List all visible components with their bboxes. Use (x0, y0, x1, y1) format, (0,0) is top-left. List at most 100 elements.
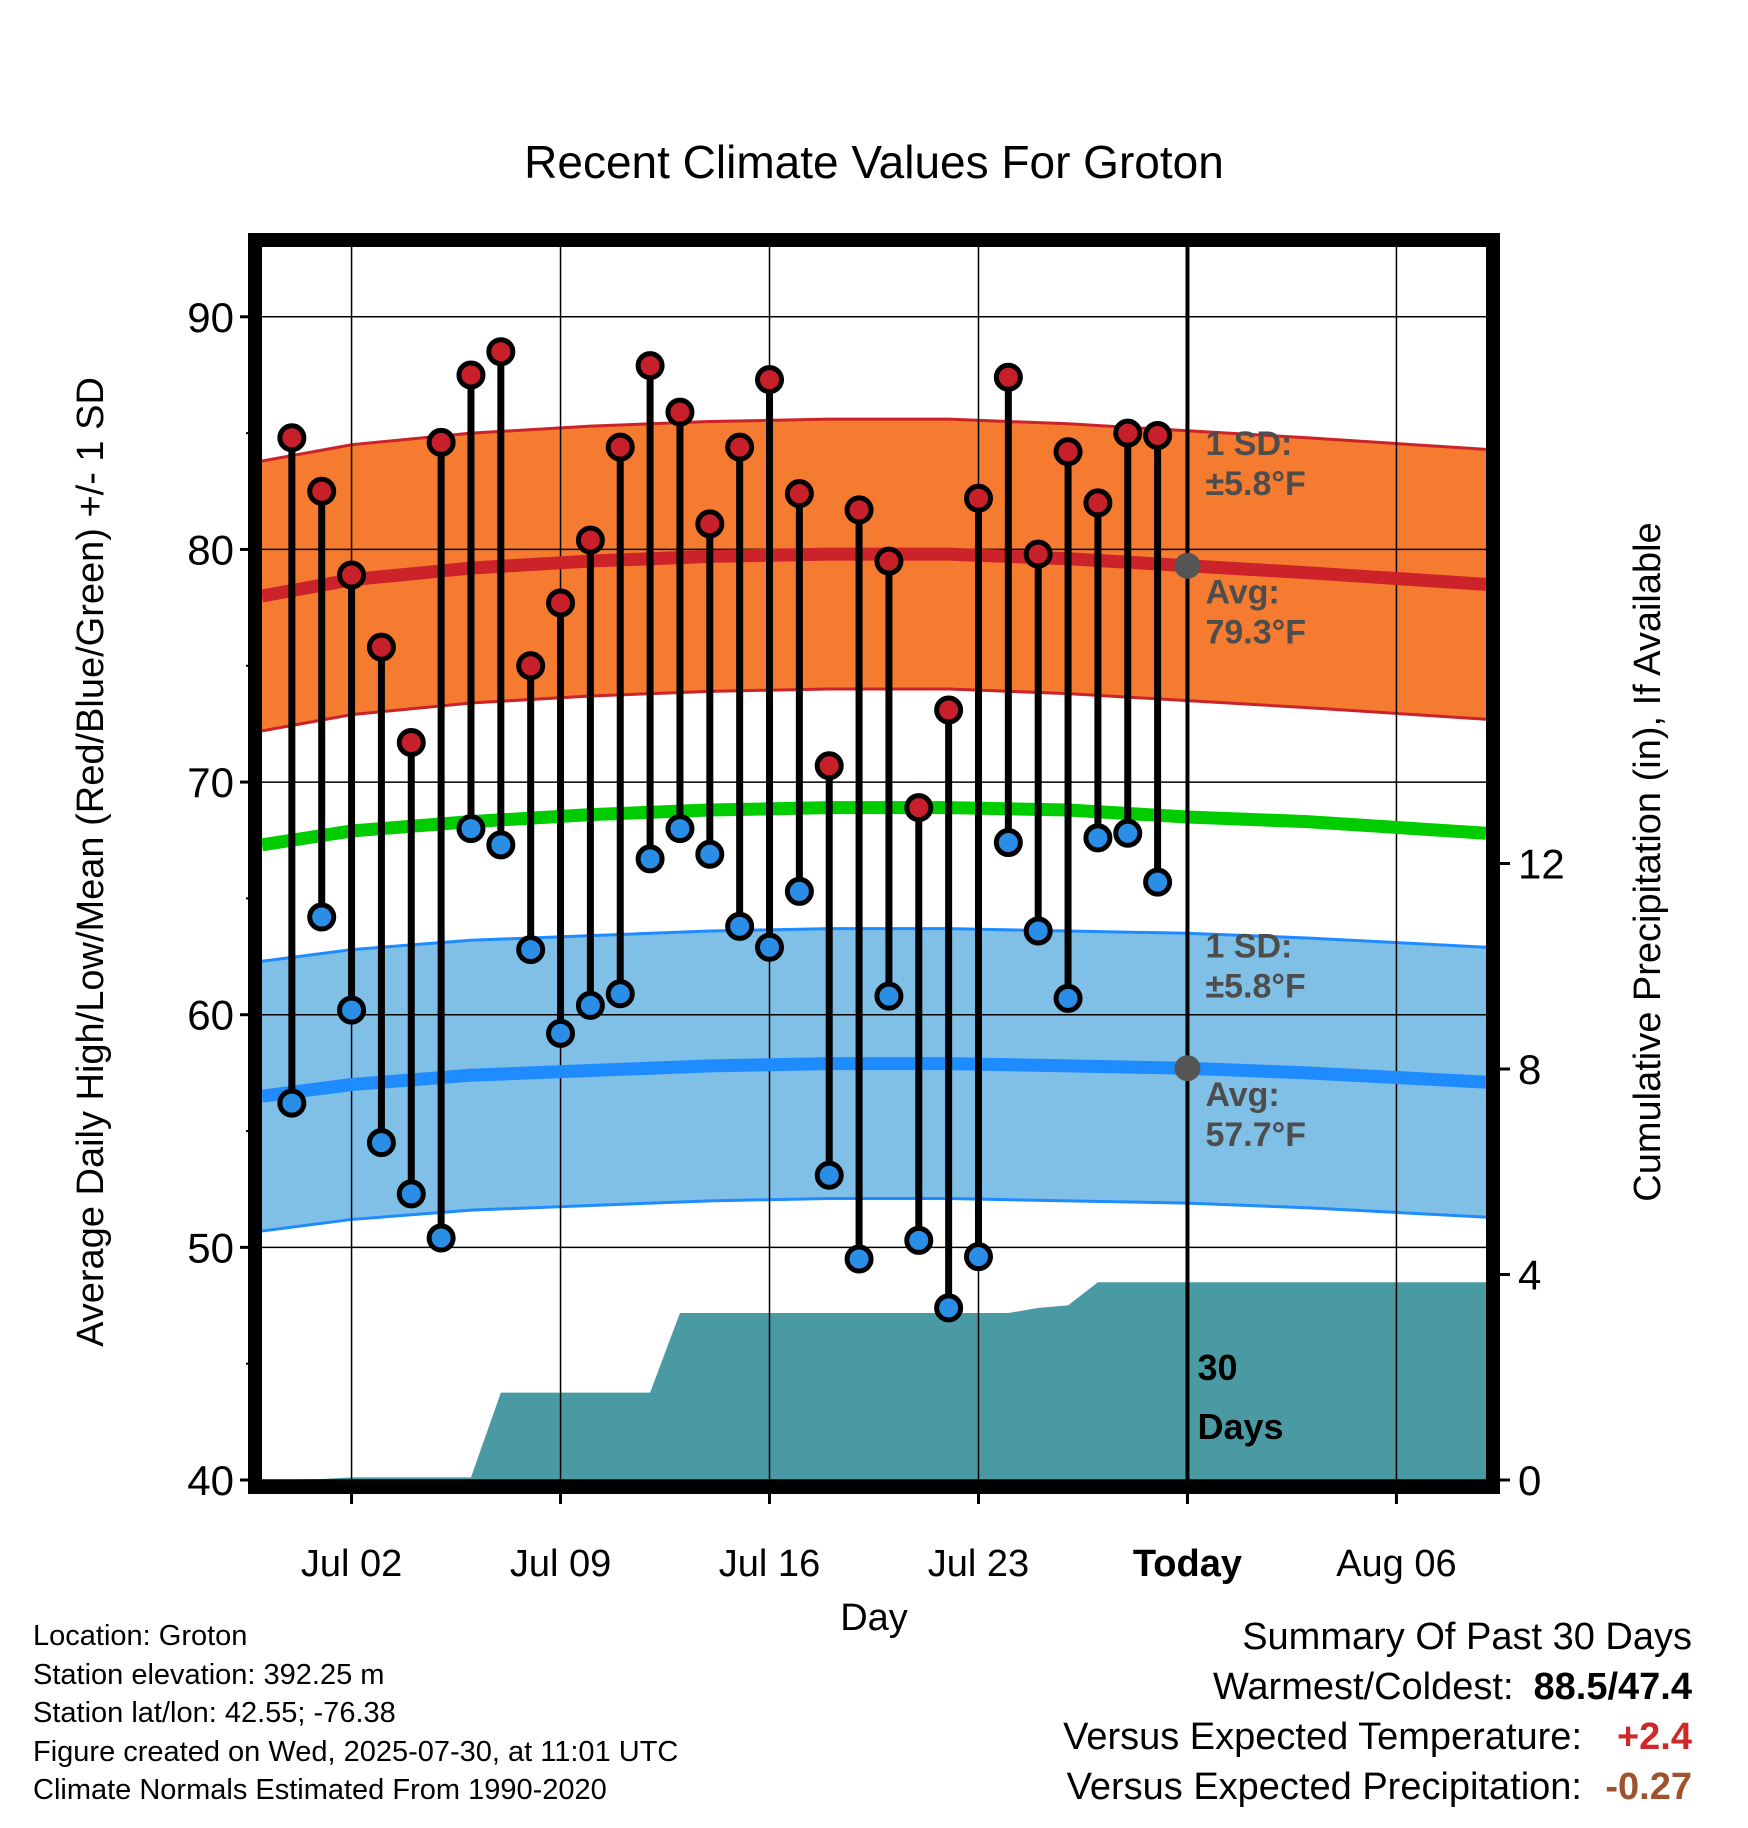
high-point (635, 351, 665, 381)
y-tick-label: 60 (187, 992, 234, 1039)
low-point (665, 814, 695, 844)
high-point (486, 337, 516, 367)
x-tick-label: Jul 16 (719, 1543, 820, 1585)
high-point (605, 432, 635, 462)
plot-content (262, 247, 1486, 1480)
high-point (695, 509, 725, 539)
high-sd-band (262, 419, 1486, 731)
high-avg-today-marker (1174, 552, 1201, 579)
normals-text: Climate Normals Estimated From 1990-2020 (33, 1774, 607, 1806)
low-point (1143, 867, 1173, 897)
precip-vs-expected-value: -0.27 (1605, 1766, 1692, 1808)
x-tick-label: Jul 02 (301, 1543, 402, 1585)
low-point (725, 911, 755, 941)
created-text: Figure created on Wed, 2025-07-30, at 11… (33, 1735, 679, 1768)
high-point (874, 546, 904, 576)
latlon-text: Station lat/lon: 42.55; -76.38 (33, 1697, 396, 1729)
location-text: Location: Groton (33, 1620, 248, 1652)
high-point (426, 427, 456, 457)
left-axis: 40 50 60 70 80 90 (187, 294, 255, 1504)
low-point (1023, 916, 1053, 946)
high-point (934, 695, 964, 725)
high-point (1083, 488, 1113, 518)
high-point (337, 560, 367, 590)
high-point (814, 751, 844, 781)
high-point (575, 525, 605, 555)
summary-precip-row: Versus Expected Precipitation: -0.27 (1063, 1762, 1692, 1812)
precip-vs-expected-label: Versus Expected Precipitation: (1066, 1766, 1582, 1808)
summary-warm-cold-row: Warmest/Coldest: 88.5/47.4 (1063, 1662, 1692, 1712)
low-point (1083, 823, 1113, 853)
high-sd-lower-line (262, 687, 1486, 733)
high-point (963, 483, 993, 513)
high-avg-value: 79.3°F (1205, 614, 1306, 652)
today-window-label-number: 30 (1197, 1347, 1237, 1388)
low-point (784, 876, 814, 906)
low-avg-label: Avg: (1205, 1076, 1279, 1114)
temp-vs-expected-label: Versus Expected Temperature: (1063, 1716, 1582, 1758)
daily-sticks (277, 337, 1173, 1323)
summary-panel: Summary Of Past 30 Days Warmest/Coldest:… (1063, 1612, 1692, 1812)
high-point (516, 651, 546, 681)
low-point (307, 902, 337, 932)
low-point (277, 1088, 307, 1118)
right-axis: 0 4 8 12 (1493, 841, 1565, 1504)
y2-tick-label: 4 (1518, 1252, 1541, 1299)
high-point (546, 588, 576, 618)
y-tick-label: 90 (187, 294, 234, 341)
low-point (1113, 818, 1143, 848)
high-point (904, 793, 934, 823)
high-point (1113, 418, 1143, 448)
temp-vs-expected-value: +2.4 (1616, 1716, 1692, 1758)
low-point (755, 932, 785, 962)
low-point (844, 1244, 874, 1274)
today-window-label-unit: Days (1197, 1406, 1283, 1447)
low-avg-today-marker (1174, 1055, 1201, 1082)
low-point (366, 1128, 396, 1158)
high-point (725, 432, 755, 462)
y-axis-label: Average Daily High/Low/Mean (Red/Blue/Gr… (70, 377, 112, 1347)
x-tick-label: Jul 09 (510, 1543, 611, 1585)
y-tick-label: 80 (187, 526, 234, 573)
y2-tick-label: 8 (1518, 1046, 1541, 1093)
low-point (396, 1179, 426, 1209)
x-tick-label: Aug 06 (1336, 1543, 1456, 1585)
high-point (307, 476, 337, 506)
x-tick-label: Jul 23 (928, 1543, 1029, 1585)
high-sd-value: ±5.8°F (1205, 465, 1305, 503)
low-point (516, 935, 546, 965)
warm-cold-value: 88.5/47.4 (1533, 1666, 1692, 1708)
y-axis-right-label: Cumulative Precipitation (in), If Availa… (1627, 522, 1669, 1201)
low-point (456, 814, 486, 844)
low-point (426, 1223, 456, 1253)
precip-area (262, 1282, 1486, 1480)
station-metadata: Location: Groton Station elevation: 392.… (33, 1617, 678, 1810)
chart-title: Recent Climate Values For Groton (524, 136, 1224, 188)
low-point (814, 1160, 844, 1190)
low-sd-value: ±5.8°F (1205, 967, 1305, 1005)
low-point (904, 1225, 934, 1255)
high-point (456, 360, 486, 390)
y-tick-label: 70 (187, 759, 234, 806)
low-point (695, 839, 725, 869)
low-point (486, 830, 516, 860)
high-point (665, 397, 695, 427)
high-point (1023, 539, 1053, 569)
y-tick-label: 40 (187, 1457, 234, 1504)
summary-temp-row: Versus Expected Temperature: +2.4 (1063, 1712, 1692, 1762)
low-point (605, 979, 635, 1009)
high-sd-label: 1 SD: (1205, 425, 1292, 463)
low-point (546, 1018, 576, 1048)
low-point (575, 990, 605, 1020)
high-point (755, 365, 785, 395)
x-tick-label: Today (1133, 1543, 1242, 1585)
low-sd-lower-line (262, 1197, 1486, 1233)
low-avg-value: 57.7°F (1205, 1116, 1306, 1154)
high-point (1143, 420, 1173, 450)
low-sd-label: 1 SD: (1205, 927, 1292, 965)
high-avg-label: Avg: (1205, 574, 1279, 612)
y-tick-label: 50 (187, 1224, 234, 1271)
low-point (874, 981, 904, 1011)
